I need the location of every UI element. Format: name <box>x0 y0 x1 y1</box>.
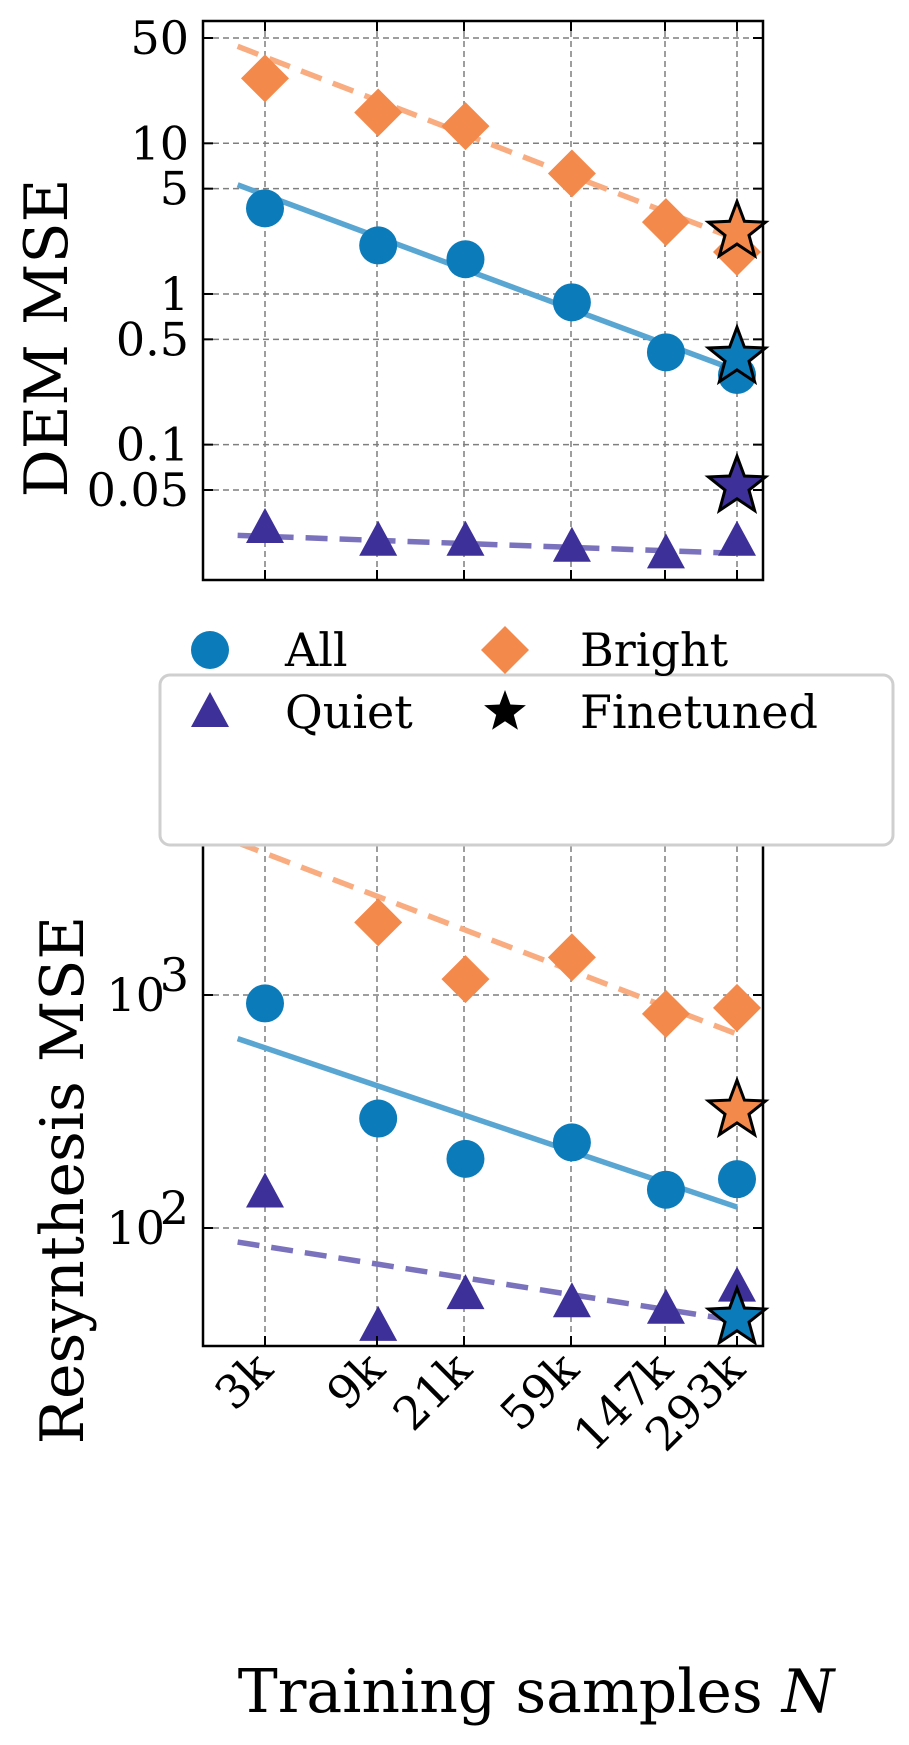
point-all <box>359 1099 398 1138</box>
fit-line-quiet <box>237 532 738 557</box>
star-finetuned-bright <box>704 197 770 260</box>
y-tick-label: 10 <box>106 1201 165 1255</box>
star-finetuned-all <box>704 323 770 386</box>
point-quiet <box>646 1288 685 1324</box>
legend-marker-quiet <box>191 692 229 727</box>
grid <box>203 786 763 1346</box>
y-tick-label-exponent: 3 <box>160 948 189 1002</box>
point-quiet <box>359 520 398 556</box>
legend-item-finetuned: Finetuned <box>484 685 818 739</box>
point-bright <box>547 149 596 198</box>
x-tick-label: 3k <box>204 1341 283 1420</box>
point-bright <box>641 989 690 1038</box>
series-finetuned <box>704 197 770 514</box>
point-all <box>552 283 591 322</box>
point-all <box>646 1170 685 1209</box>
tick-marks <box>203 21 763 580</box>
y-axis-label-resynthesis: Resynthesis MSE <box>28 916 98 1444</box>
point-quiet <box>446 520 485 556</box>
point-quiet <box>446 1274 485 1310</box>
y-tick-label: 5 <box>160 162 189 216</box>
axes-frame <box>201 784 765 1348</box>
fit-line-bright <box>236 43 738 243</box>
star-finetuned-bright <box>704 1076 770 1139</box>
y-tick-label: 10 <box>106 968 165 1022</box>
y-axis-label-dem: DEM MSE <box>12 179 82 498</box>
axes-frame <box>201 19 765 582</box>
point-bright <box>441 102 490 151</box>
series-quiet <box>246 1172 756 1341</box>
point-quiet <box>246 1172 284 1208</box>
fit-line-quiet <box>237 1239 738 1324</box>
star-finetuned-quiet <box>704 451 770 514</box>
y-tick-label: 0.5 <box>116 312 189 366</box>
point-bright <box>241 54 289 103</box>
legend-marker-all <box>191 631 229 669</box>
point-bright <box>441 955 490 1004</box>
point-bright <box>713 983 761 1032</box>
point-quiet <box>718 520 756 556</box>
point-all <box>446 240 485 279</box>
point-quiet <box>646 533 685 569</box>
legend-marker-finetuned <box>484 690 526 730</box>
legend-marker-bright <box>481 626 529 674</box>
legend-item-all: All <box>191 623 348 677</box>
y-tick-labels: 50 105 10.5 0.10.05 <box>87 11 189 517</box>
legend-label-finetuned: Finetuned <box>580 685 818 739</box>
point-quiet <box>246 507 284 543</box>
legend-item-bright: Bright <box>481 623 729 677</box>
y-tick-label: 0.05 <box>87 463 189 517</box>
point-all <box>646 333 685 372</box>
point-bright <box>641 198 690 247</box>
point-all <box>446 1139 485 1178</box>
legend-label-bright: Bright <box>580 623 729 677</box>
point-all <box>552 1123 591 1162</box>
y-tick-label: 0.1 <box>116 418 189 472</box>
legend: All Bright Quiet Finetuned <box>158 623 895 847</box>
series-bright <box>241 54 761 276</box>
y-tick-label: 50 <box>130 11 189 65</box>
dem-mse-panel: 50 105 10.5 0.10.05 <box>87 11 770 582</box>
series-finetuned <box>704 1076 770 1346</box>
tick-marks <box>203 786 763 1346</box>
legend-item-quiet: Quiet <box>191 685 413 739</box>
point-bright <box>354 88 403 137</box>
point-bright <box>547 933 596 982</box>
point-bright <box>354 898 403 947</box>
point-quiet <box>359 1305 398 1341</box>
series-bright <box>241 781 761 1038</box>
point-quiet <box>552 526 591 562</box>
series-quiet <box>246 507 756 569</box>
grid <box>203 21 763 580</box>
point-all <box>246 189 284 228</box>
point-quiet <box>552 1282 591 1318</box>
legend-frame <box>158 673 895 847</box>
legend-label-quiet: Quiet <box>285 685 413 739</box>
x-tick-label: 21k <box>382 1341 482 1441</box>
star-finetuned-all <box>704 1283 770 1346</box>
y-tick-label: 1 <box>160 267 189 321</box>
x-axis-label: Training samples N <box>238 1657 837 1727</box>
x-tick-label: 9k <box>316 1341 395 1420</box>
legend-label-all: All <box>284 623 348 677</box>
y-tick-label: 10 <box>130 116 189 170</box>
point-all <box>359 226 398 265</box>
point-all <box>718 1160 756 1199</box>
series-all <box>246 984 756 1209</box>
point-all <box>246 984 284 1023</box>
y-tick-label-exponent: 2 <box>160 1181 189 1235</box>
